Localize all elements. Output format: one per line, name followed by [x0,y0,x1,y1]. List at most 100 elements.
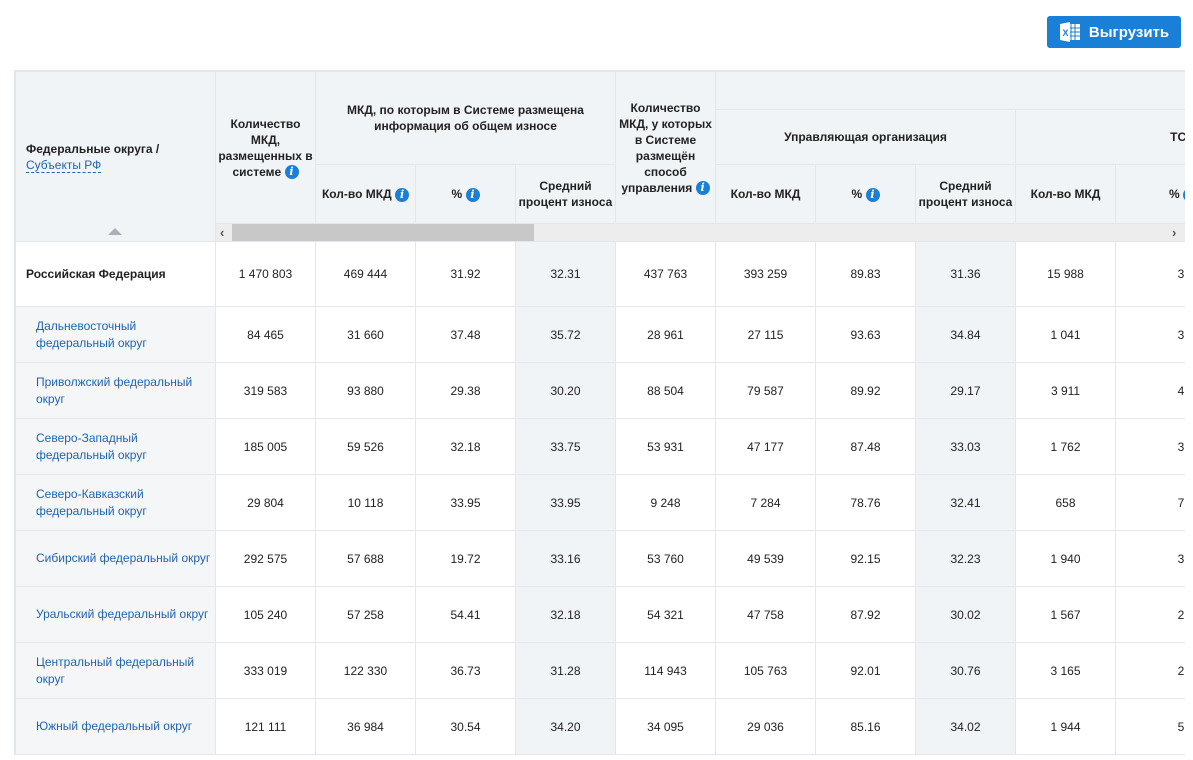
table-cell: 92.15 [815,530,917,587]
table-cell: 34.02 [915,698,1017,755]
table-cell: 33.16 [514,530,617,587]
info-icon[interactable]: i [695,181,710,196]
region-name[interactable]: Центральный федеральный округ [15,642,216,699]
table-cell: 2.75 [1115,642,1185,699]
table-cell: 32.18 [415,418,516,475]
region-name[interactable]: Уральский федеральный округ [15,586,216,643]
table-cell: 87.92 [815,586,917,643]
table-cell: 27 115 [715,306,817,363]
table-cell: 92.01 [815,642,917,699]
table-cell: 33.95 [514,474,617,531]
scrollbar-thumb[interactable] [232,224,534,241]
uo-avg-header: Средний процент износа [915,164,1017,224]
region-title: Федеральные округа / [26,141,160,156]
table-cell: 9 248 [615,474,717,531]
table-cell: 114 943 [615,642,717,699]
table-cell: 7 284 [715,474,817,531]
table-cell: 29.17 [915,362,1017,419]
scroll-left-icon[interactable]: ‹ [220,225,225,240]
table-cell: 36 984 [315,698,416,755]
region-name[interactable]: Дальневосточный федеральный округ [15,306,216,363]
table-cell: 32.41 [915,474,1017,531]
table-cell: 105 240 [215,586,316,643]
table-cell: 59 526 [315,418,416,475]
table-cell: 3.61 [1115,530,1185,587]
subjects-link[interactable]: Субъекты РФ [26,157,102,173]
table-cell: 319 583 [215,362,316,419]
table-cell: 121 111 [215,698,316,755]
table-cell: 15 988 [1015,241,1117,307]
table-cell: 10 118 [315,474,416,531]
table-cell: 31.28 [514,642,617,699]
horizontal-scrollbar[interactable]: ‹ › [214,223,1185,242]
table-cell: 30.02 [915,586,1017,643]
table-cell: 32.31 [514,241,617,307]
table-cell: 122 330 [315,642,416,699]
table-cell: 1 041 [1015,306,1117,363]
table-cell: 29 036 [715,698,817,755]
table-row: Южный федеральный округ 121 111 36 984 30.5… [15,698,1185,755]
region-header: Федеральные округа / Субъекты РФ [15,71,216,242]
excel-icon: X [1059,21,1081,43]
region-name[interactable]: Приволжский федеральный округ [15,362,216,419]
table-cell: 49 539 [715,530,817,587]
table-cell: 47 758 [715,586,817,643]
tszh-group-header: ТСЖ [1015,109,1185,165]
table-cell: 34.84 [915,306,1017,363]
table-cell: 185 005 [215,418,316,475]
table-cell: 54 321 [615,586,717,643]
scroll-right-icon[interactable]: › [1172,225,1177,240]
table-cell: 89.92 [815,362,917,419]
wear-avg-header: Средний процент износа [514,164,617,224]
table-cell: 47 177 [715,418,817,475]
info-icon[interactable]: i [1183,187,1185,202]
table-row: Уральский федеральный округ 105 240 57 258… [15,586,1185,643]
tszh-pct-header: % i [1115,164,1185,224]
region-name[interactable]: Северо-Западный федеральный округ [15,418,216,475]
mgmt-count-header: Количество МКД, у которых в Системе разм… [615,71,717,224]
table-cell: 469 444 [315,241,416,307]
table-cell: 78.76 [815,474,917,531]
table-cell: 292 575 [215,530,316,587]
sort-asc-icon[interactable] [108,228,122,235]
table-cell: 658 [1015,474,1117,531]
table-cell: 37.48 [415,306,516,363]
table-cell: 3 165 [1015,642,1117,699]
table-row: Приволжский федеральный округ 319 583 93 8… [15,362,1185,419]
table-cell: 57 688 [315,530,416,587]
table-cell: 3.65 [1115,241,1185,307]
table-cell: 29.38 [415,362,516,419]
info-icon[interactable]: i [395,187,410,202]
table-cell: 53 760 [615,530,717,587]
table-row: Центральный федеральный округ 333 019 122 … [15,642,1185,699]
table-cell: 33.75 [514,418,617,475]
table-row: Сибирский федеральный округ 292 575 57 688… [15,530,1185,587]
table-cell: 31.36 [915,241,1017,307]
info-icon[interactable]: i [284,165,299,180]
region-name[interactable]: Южный федеральный округ [15,698,216,755]
table-cell: 87.48 [815,418,917,475]
info-icon[interactable]: i [465,187,480,202]
table-cell: 31.92 [415,241,516,307]
table-cell: 30.54 [415,698,516,755]
region-name[interactable]: Северо-Кавказский федеральный округ [15,474,216,531]
table-cell: 33.95 [415,474,516,531]
table-cell: 7.12 [1115,474,1185,531]
uo-group-header: Управляющая организация [715,109,1017,165]
region-name: Российская Федерация [15,241,216,307]
export-button[interactable]: X Выгрузить [1047,16,1181,48]
svg-text:X: X [1062,28,1068,38]
info-icon[interactable]: i [865,187,880,202]
uo-count-header: Кол-во МКД [715,164,817,224]
table-row: Северо-Кавказский федеральный округ 29 80… [15,474,1185,531]
region-name[interactable]: Сибирский федеральный округ [15,530,216,587]
total-mkd-header: Количество МКД, размещенных в системе i [215,71,316,224]
table-cell: 57 258 [315,586,416,643]
table-cell: 105 763 [715,642,817,699]
tszh-count-header: Кол-во МКД [1015,164,1117,224]
table-row: Российская Федерация 1 470 803 469 444 31.9… [15,241,1185,307]
table-cell: 30.76 [915,642,1017,699]
table-cell: 33.03 [915,418,1017,475]
table-cell: 3.59 [1115,306,1185,363]
table-cell: 1 940 [1015,530,1117,587]
